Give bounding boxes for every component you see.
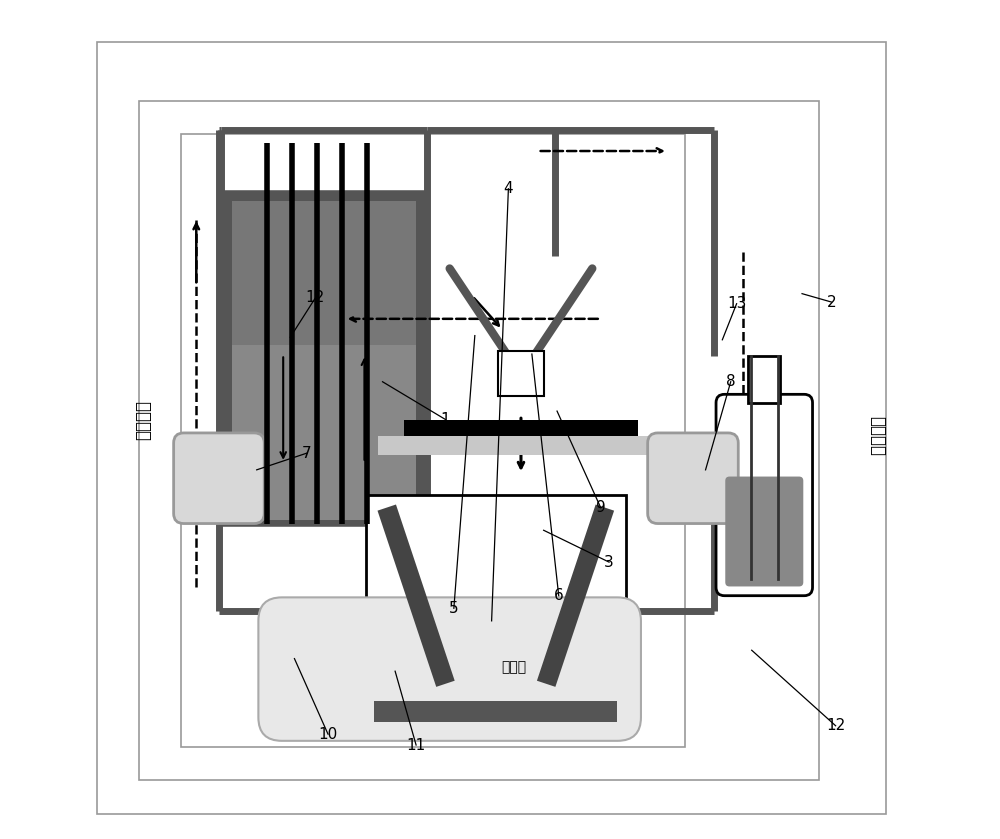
Text: 12: 12 <box>306 290 325 305</box>
Text: 6: 6 <box>554 588 564 603</box>
Bar <box>374 701 617 722</box>
Text: 10: 10 <box>318 727 338 742</box>
Bar <box>232 201 416 345</box>
Bar <box>378 436 664 455</box>
Bar <box>181 134 685 747</box>
Text: 2: 2 <box>827 294 836 310</box>
Bar <box>221 193 427 524</box>
Text: 8: 8 <box>726 374 736 389</box>
Bar <box>748 356 780 403</box>
Bar <box>404 420 638 436</box>
Text: 回复方向: 回复方向 <box>869 416 887 456</box>
Bar <box>139 101 819 780</box>
Text: 13: 13 <box>727 296 746 311</box>
Bar <box>232 345 416 520</box>
Text: 流动方向: 流动方向 <box>134 399 152 440</box>
Text: 弯月面: 弯月面 <box>501 660 526 674</box>
Text: 4: 4 <box>504 181 513 196</box>
FancyBboxPatch shape <box>648 433 738 524</box>
Text: 5: 5 <box>449 601 459 616</box>
FancyBboxPatch shape <box>716 394 813 596</box>
Text: 11: 11 <box>406 737 426 753</box>
Text: 9: 9 <box>596 500 606 515</box>
Text: 1: 1 <box>441 412 450 427</box>
Text: 3: 3 <box>604 555 614 570</box>
Bar <box>366 495 626 730</box>
FancyBboxPatch shape <box>174 433 264 524</box>
Text: 12: 12 <box>826 718 845 733</box>
Bar <box>498 351 544 396</box>
FancyBboxPatch shape <box>725 477 803 586</box>
FancyBboxPatch shape <box>258 597 641 741</box>
Text: 7: 7 <box>302 446 312 461</box>
